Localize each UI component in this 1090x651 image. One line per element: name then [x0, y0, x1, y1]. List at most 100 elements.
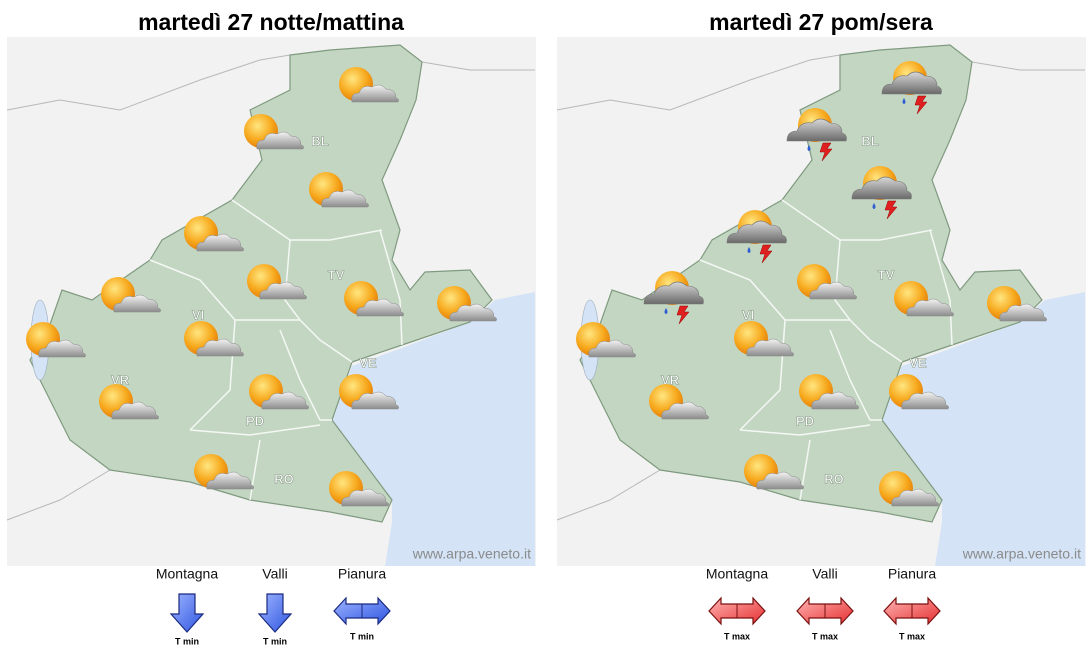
sun-cloud-icon — [889, 374, 949, 410]
cloud — [811, 391, 859, 410]
province-border — [739, 424, 871, 436]
sun-cloud-icon — [184, 321, 244, 357]
trend-arrow-down — [169, 593, 205, 633]
lightning — [676, 305, 690, 325]
province-label: VI — [192, 307, 204, 322]
rain-drop — [872, 203, 876, 209]
rain-drop — [902, 98, 906, 104]
neighbour-border — [421, 61, 535, 71]
sun-cloud-icon — [649, 384, 709, 420]
province-border — [781, 199, 933, 241]
neighbour-border — [6, 54, 291, 111]
sun-cloud-icon — [799, 374, 859, 410]
sun-cloud-icon — [194, 454, 254, 490]
map: BL TV VI VR PD VE RO www.arpa.veneto.it — [556, 37, 1086, 566]
sun-cloud-icon — [576, 322, 636, 358]
sun-cloud-icon — [26, 322, 86, 358]
map: BL TV VI VR PD VE RO www.arpa.veneto.it — [6, 37, 536, 566]
neighbour-border — [556, 54, 841, 111]
cloud — [206, 471, 254, 490]
trend-label: T min — [263, 636, 287, 646]
cloud — [356, 298, 404, 317]
trend-label: T min — [175, 636, 199, 646]
forecast-panel: martedì 27 notte/mattina BL TV VI VR PD VE RO ww… — [6, 9, 536, 646]
province-border — [249, 439, 261, 501]
watermark: www.arpa.veneto.it — [962, 546, 1081, 562]
storm-icon — [881, 61, 942, 115]
province-border — [284, 239, 301, 321]
panel-title: martedì 27 notte/mattina — [138, 9, 404, 35]
storm-icon — [786, 108, 847, 162]
sun-cloud-icon — [101, 277, 161, 313]
sun-cloud-icon — [894, 281, 954, 317]
cloud — [113, 294, 161, 313]
cloud — [351, 391, 399, 410]
cloud — [891, 488, 939, 507]
cloud — [261, 391, 309, 410]
watermark: www.arpa.veneto.it — [412, 546, 531, 562]
cloud — [259, 281, 307, 300]
neighbour-border — [556, 469, 661, 521]
province-border — [829, 329, 882, 421]
cloud — [809, 281, 857, 300]
cloud — [643, 281, 704, 305]
panel-title: martedì 27 pom/sera — [709, 9, 933, 35]
cloud — [901, 391, 949, 410]
cloud — [449, 303, 497, 322]
sun-cloud-icon — [339, 67, 399, 103]
province-border — [379, 229, 403, 346]
cloud — [881, 71, 942, 95]
province-label: TV — [878, 267, 895, 282]
sun-cloud-icon — [247, 264, 307, 300]
province-label: VI — [742, 307, 754, 322]
sun-cloud-icon — [797, 264, 857, 300]
province-border — [929, 229, 953, 346]
neighbour-border — [971, 61, 1085, 71]
province-label: VE — [909, 355, 927, 370]
sea — [882, 292, 1085, 566]
lightning — [884, 200, 898, 220]
province-border — [799, 439, 811, 501]
sun-cloud-icon — [344, 281, 404, 317]
sun-cloud-icon — [437, 286, 497, 322]
sun-cloud-icon — [339, 374, 399, 410]
sun-cloud-icon — [244, 114, 304, 150]
cloud — [746, 338, 794, 357]
lightning — [819, 142, 833, 162]
trend-label: T max — [899, 631, 925, 641]
province-label: BL — [861, 133, 878, 148]
province-border — [279, 329, 332, 421]
cloud — [661, 401, 709, 420]
province-label: VR — [111, 372, 130, 387]
province-border — [235, 319, 353, 363]
cloud — [851, 176, 912, 200]
province-label: RO — [824, 471, 844, 486]
trend-arrow-down — [257, 593, 293, 633]
sun-cloud-icon — [99, 384, 159, 420]
province-border — [834, 239, 851, 321]
cloud — [256, 131, 304, 150]
province-label: VR — [661, 372, 680, 387]
storm-icon — [726, 210, 787, 264]
cloud — [588, 339, 636, 358]
cloud — [111, 401, 159, 420]
trend-label: T max — [812, 631, 838, 641]
sea — [332, 292, 535, 566]
zone-label: Valli — [262, 566, 287, 582]
province-border — [785, 319, 903, 363]
cloud — [786, 118, 847, 142]
province-label: RO — [274, 471, 294, 486]
province-label: PD — [246, 413, 264, 428]
neighbour-border — [6, 469, 111, 521]
storm-icon — [643, 271, 704, 325]
cloud — [321, 189, 369, 208]
cloud — [341, 488, 389, 507]
sun-cloud-icon — [184, 216, 244, 252]
sun-cloud-icon — [249, 374, 309, 410]
rain-drop — [747, 247, 751, 253]
province-label: VE — [359, 355, 377, 370]
rain-drop — [807, 145, 811, 151]
sun-cloud-icon — [329, 471, 389, 507]
province-label: BL — [311, 133, 328, 148]
